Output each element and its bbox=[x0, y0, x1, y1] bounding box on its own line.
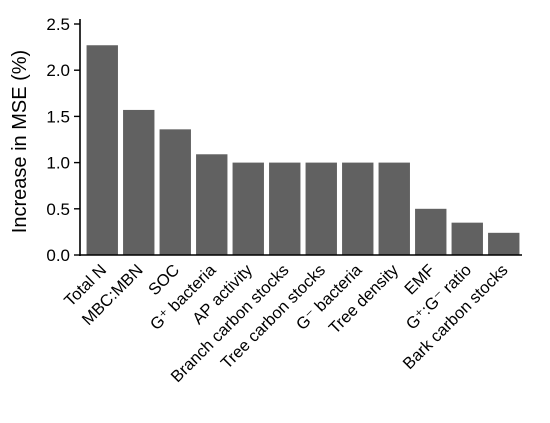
bar-10 bbox=[415, 208, 447, 255]
bar-6 bbox=[269, 162, 301, 255]
y-tick-label: 2.0 bbox=[46, 61, 70, 80]
y-tick-label: 0.0 bbox=[46, 246, 70, 265]
bar-9 bbox=[378, 162, 410, 255]
y-axis: 0.0 0.5 1.0 1.5 2.0 2.5 bbox=[46, 15, 81, 265]
bar-12 bbox=[488, 232, 520, 255]
bar-1 bbox=[86, 45, 118, 255]
bar-5 bbox=[232, 162, 264, 255]
bar-2 bbox=[123, 109, 155, 256]
y-tick-label: 0.5 bbox=[46, 200, 70, 219]
bar-11 bbox=[451, 222, 483, 255]
y-axis-label: Increase in MSE (%) bbox=[9, 50, 31, 233]
y-tick-label: 1.5 bbox=[46, 107, 70, 126]
bar-4 bbox=[196, 154, 228, 255]
bar-7 bbox=[305, 162, 337, 255]
bar-3 bbox=[159, 129, 191, 255]
y-tick-label: 1.0 bbox=[46, 154, 70, 173]
bar-8 bbox=[342, 162, 374, 255]
bars-group bbox=[86, 45, 520, 256]
y-tick-label: 2.5 bbox=[46, 15, 70, 34]
